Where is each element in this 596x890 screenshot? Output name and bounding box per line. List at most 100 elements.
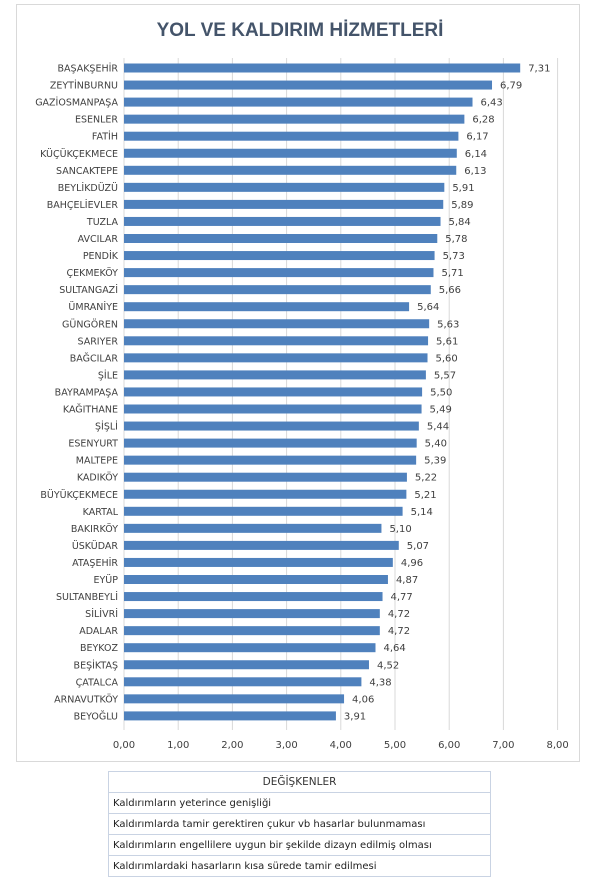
bar	[124, 592, 383, 602]
x-tick-label: 8,00	[546, 740, 568, 751]
value-label: 5,49	[430, 405, 452, 416]
value-label: 3,91	[344, 711, 366, 722]
bar	[124, 643, 376, 653]
bar	[124, 455, 417, 465]
bar	[124, 626, 380, 636]
category-label: BEYKOZ	[80, 643, 119, 654]
category-label: ŞİLE	[98, 370, 118, 381]
bar	[124, 97, 473, 107]
value-label: 5,44	[427, 422, 449, 433]
bar	[124, 251, 435, 261]
category-label: BAYRAMPAŞA	[55, 387, 119, 398]
bar	[124, 472, 407, 482]
chart-title: YOL VE KALDIRIM HİZMETLERİ	[157, 20, 444, 41]
bar	[124, 438, 417, 448]
category-label: SANCAKTEPE	[56, 166, 118, 177]
value-label: 5,84	[449, 217, 471, 228]
value-label: 5,10	[389, 524, 411, 535]
bar	[124, 114, 465, 124]
bar	[124, 234, 438, 243]
bar	[124, 336, 429, 346]
bar	[124, 63, 521, 73]
category-label: KÜÇÜKÇEKMECE	[40, 149, 118, 160]
category-label: BAŞAKŞEHİR	[57, 64, 118, 75]
bar	[124, 285, 431, 295]
bar-chart: YOL VE KALDIRIM HİZMETLERİ BAŞAKŞEHİR 7,3…	[35, 20, 569, 751]
value-label: 4,72	[388, 626, 410, 637]
category-label: ESENYURT	[68, 439, 118, 450]
category-label: ÜSKÜDAR	[72, 541, 119, 552]
bar	[124, 404, 422, 414]
value-label: 5,91	[452, 183, 474, 194]
bar	[124, 506, 403, 516]
value-label: 4,72	[388, 609, 410, 620]
bar	[124, 609, 380, 619]
x-tick-label: 7,00	[492, 740, 514, 751]
value-label: 5,60	[436, 353, 458, 364]
bar	[124, 694, 345, 704]
category-label: BAKIRKÖY	[71, 524, 118, 535]
category-label: BAHÇELİEVLER	[47, 200, 119, 211]
bar	[124, 131, 459, 141]
variable-row: Kaldırımların yeterince genişliği	[108, 792, 491, 814]
value-label: 5,22	[415, 473, 437, 484]
category-label: ÜMRANİYE	[68, 302, 118, 313]
value-label: 5,78	[445, 234, 467, 245]
value-label: 7,31	[528, 64, 550, 75]
x-tick-label: 5,00	[384, 740, 406, 751]
variables-table: DEĞİŞKENLER Kaldırımların yeterince geni…	[108, 771, 491, 877]
category-label: ŞİŞLİ	[95, 422, 118, 433]
bar	[124, 557, 393, 567]
category-label: KADIKÖY	[77, 473, 118, 484]
x-tick-label: 0,00	[113, 740, 135, 751]
value-label: 6,13	[464, 166, 486, 177]
value-label: 6,79	[500, 81, 522, 92]
variables-header: DEĞİŞKENLER	[108, 771, 491, 793]
bar	[124, 148, 457, 158]
value-label: 4,52	[377, 660, 399, 671]
bar	[124, 80, 493, 90]
value-label: 6,28	[472, 115, 494, 126]
value-label: 5,71	[441, 268, 463, 279]
value-label: 5,57	[434, 370, 456, 381]
category-label: GAZİOSMANPAŞA	[35, 98, 118, 109]
category-label: KAĞITHANE	[63, 404, 118, 416]
category-label: BÜYÜKÇEKMECE	[40, 490, 118, 501]
bar	[124, 711, 336, 721]
category-label: ADALAR	[79, 626, 118, 637]
bar	[124, 660, 369, 670]
value-label: 5,89	[451, 200, 473, 211]
value-label: 5,50	[430, 387, 452, 398]
bar	[124, 540, 399, 550]
category-label: ARNAVUTKÖY	[54, 694, 118, 705]
category-label: ATAŞEHİR	[72, 558, 118, 569]
value-label: 4,64	[383, 643, 405, 654]
value-label: 4,38	[369, 677, 391, 688]
x-tick-label: 1,00	[167, 740, 189, 751]
bar	[124, 523, 382, 533]
value-label: 4,96	[401, 558, 423, 569]
bar	[124, 421, 419, 431]
category-label: GÜNGÖREN	[62, 319, 118, 330]
category-label: KARTAL	[83, 507, 119, 518]
x-axis-ticks: 0,00 1,00 2,00 3,00 4,00 5,00 6,00 7,00 8,00	[113, 740, 569, 751]
variable-row: Kaldırımlarda tamir gerektiren çukur vb …	[108, 813, 491, 835]
x-tick-label: 6,00	[438, 740, 460, 751]
value-label: 5,64	[417, 302, 439, 313]
bar	[124, 575, 388, 584]
bar	[124, 199, 444, 209]
value-label: 6,43	[481, 98, 503, 109]
value-label: 4,06	[352, 694, 374, 705]
value-label: 5,73	[443, 251, 465, 262]
category-label: PENDİK	[83, 251, 119, 262]
category-label: MALTEPE	[76, 456, 118, 467]
category-label: EYÜP	[94, 575, 119, 586]
value-label: 6,17	[466, 132, 488, 143]
value-label: 5,40	[425, 439, 447, 450]
value-label: 5,14	[411, 507, 433, 518]
bar	[124, 319, 430, 329]
category-label: TUZLA	[86, 217, 119, 228]
value-label: 5,07	[407, 541, 429, 552]
x-tick-label: 4,00	[330, 740, 352, 751]
bar	[124, 182, 445, 192]
